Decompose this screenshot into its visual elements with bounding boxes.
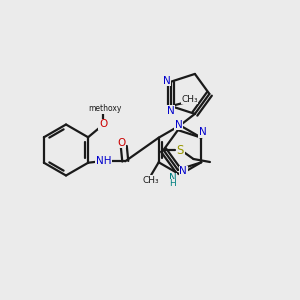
- Text: N: N: [163, 76, 171, 86]
- Text: N: N: [167, 106, 175, 116]
- Text: H: H: [169, 179, 176, 188]
- Text: S: S: [177, 143, 184, 157]
- Text: N: N: [179, 167, 187, 176]
- Text: CH₃: CH₃: [143, 176, 160, 185]
- Text: N: N: [175, 120, 183, 130]
- Text: O: O: [117, 138, 125, 148]
- Text: N: N: [199, 127, 207, 137]
- Text: CH₃: CH₃: [181, 95, 198, 104]
- Text: NH: NH: [96, 156, 111, 166]
- Text: methoxy: methoxy: [88, 104, 121, 113]
- Text: N: N: [169, 173, 176, 183]
- Text: O: O: [99, 119, 107, 129]
